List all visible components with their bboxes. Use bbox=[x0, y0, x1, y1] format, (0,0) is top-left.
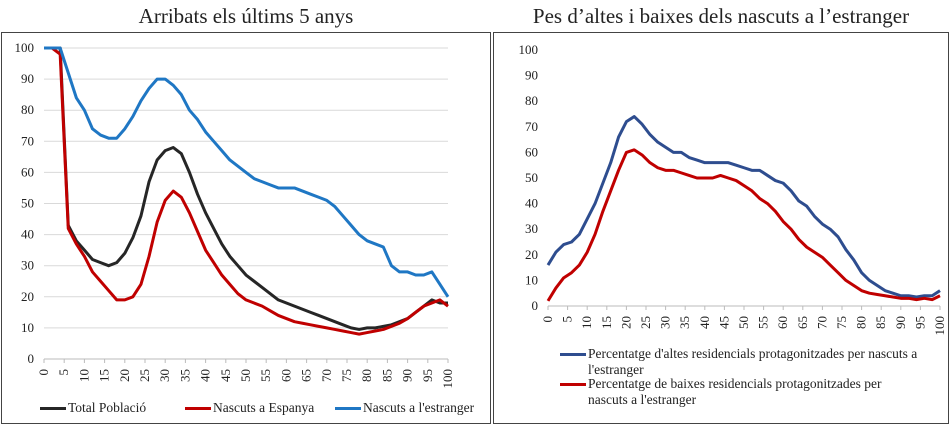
legend-label: Percentatge de baixes residencials prota… bbox=[588, 376, 882, 407]
x-tick-label: 20 bbox=[618, 316, 633, 329]
x-tick-label: 85 bbox=[873, 316, 888, 329]
x-tick-label: 95 bbox=[912, 316, 927, 329]
x-tick-label: 100 bbox=[440, 369, 455, 389]
y-tick-label: 50 bbox=[525, 170, 538, 185]
y-tick-label: 10 bbox=[21, 320, 34, 335]
x-tick-label: 85 bbox=[379, 369, 394, 382]
series-line bbox=[44, 46, 448, 331]
x-tick-label: 60 bbox=[775, 316, 790, 329]
x-tick-label: 25 bbox=[137, 369, 152, 382]
y-tick-label: 100 bbox=[15, 40, 35, 55]
x-tick-label: 40 bbox=[697, 316, 712, 329]
legend-item: Percentatge de baixes residencials prota… bbox=[560, 376, 920, 408]
x-tick-label: 70 bbox=[814, 316, 829, 329]
y-tick-label: 80 bbox=[525, 93, 538, 108]
y-tick-label: 20 bbox=[525, 247, 538, 262]
x-tick-label: 45 bbox=[218, 369, 233, 382]
y-tick-label: 30 bbox=[21, 258, 34, 273]
x-tick-label: 15 bbox=[97, 369, 112, 382]
legend-swatch bbox=[335, 407, 361, 410]
x-tick-label: 75 bbox=[834, 316, 849, 329]
x-tick-label: 0 bbox=[36, 369, 51, 376]
x-tick-label: 20 bbox=[117, 369, 132, 382]
y-tick-label: 100 bbox=[519, 42, 539, 57]
x-tick-label: 90 bbox=[400, 369, 415, 382]
y-tick-label: 60 bbox=[525, 144, 538, 159]
x-tick-label: 10 bbox=[76, 369, 91, 382]
legend-item: Nascuts a l'estranger bbox=[335, 400, 474, 416]
legend-label: Percentatge d'altes residencials protago… bbox=[588, 346, 918, 377]
legend-label: Nascuts a Espanya bbox=[213, 400, 315, 415]
y-tick-label: 80 bbox=[21, 102, 34, 117]
legend-swatch bbox=[560, 353, 586, 356]
legend-swatch bbox=[40, 407, 66, 410]
x-tick-label: 65 bbox=[795, 316, 810, 329]
x-tick-label: 80 bbox=[359, 369, 374, 382]
chart-title: Pes d’altes i baixes dels nascuts a l’es… bbox=[532, 4, 910, 28]
x-tick-label: 45 bbox=[716, 316, 731, 329]
x-tick-label: 55 bbox=[258, 369, 273, 382]
x-tick-label: 90 bbox=[893, 316, 908, 329]
y-tick-label: 90 bbox=[21, 71, 34, 86]
y-tick-label: 0 bbox=[532, 298, 539, 313]
series-line bbox=[44, 46, 450, 298]
series-line bbox=[546, 115, 941, 299]
y-tick-label: 30 bbox=[525, 221, 538, 236]
x-tick-label: 70 bbox=[319, 369, 334, 382]
legend-label: Nascuts a l'estranger bbox=[363, 400, 475, 415]
series-line bbox=[546, 148, 941, 302]
x-tick-label: 30 bbox=[658, 316, 673, 329]
legend-swatch bbox=[185, 407, 211, 410]
x-tick-label: 65 bbox=[299, 369, 314, 382]
x-tick-label: 50 bbox=[736, 316, 751, 329]
y-tick-label: 70 bbox=[21, 133, 34, 148]
x-tick-label: 5 bbox=[56, 369, 71, 376]
x-tick-label: 40 bbox=[198, 369, 213, 382]
y-tick-label: 50 bbox=[21, 196, 34, 211]
x-tick-label: 100 bbox=[932, 316, 947, 336]
series-line bbox=[44, 46, 449, 336]
x-tick-label: 5 bbox=[560, 316, 575, 323]
x-tick-label: 35 bbox=[677, 316, 692, 329]
legend-item: Nascuts a Espanya bbox=[185, 400, 314, 416]
x-tick-label: 10 bbox=[579, 316, 594, 329]
legend-label: Total Població bbox=[68, 400, 147, 415]
y-tick-label: 40 bbox=[21, 227, 34, 242]
y-tick-label: 70 bbox=[525, 119, 538, 134]
legend-swatch bbox=[560, 383, 586, 386]
y-tick-label: 10 bbox=[525, 272, 538, 287]
x-tick-label: 60 bbox=[278, 369, 293, 382]
legend-item: Total Població bbox=[40, 400, 146, 416]
x-tick-label: 95 bbox=[420, 369, 435, 382]
legend-item: Percentatge d'altes residencials protago… bbox=[560, 346, 920, 378]
chart-title: Arribats els últims 5 anys bbox=[138, 4, 354, 28]
x-tick-label: 35 bbox=[177, 369, 192, 382]
x-tick-label: 50 bbox=[238, 369, 253, 382]
y-tick-label: 90 bbox=[525, 68, 538, 83]
x-tick-label: 25 bbox=[638, 316, 653, 329]
y-tick-label: 0 bbox=[28, 351, 35, 366]
x-tick-label: 55 bbox=[756, 316, 771, 329]
x-tick-label: 80 bbox=[854, 316, 869, 329]
x-tick-label: 75 bbox=[339, 369, 354, 382]
y-tick-label: 20 bbox=[21, 289, 34, 304]
x-tick-label: 15 bbox=[599, 316, 614, 329]
y-tick-label: 60 bbox=[21, 164, 34, 179]
y-tick-label: 40 bbox=[525, 196, 538, 211]
x-tick-label: 0 bbox=[540, 316, 555, 323]
x-tick-label: 30 bbox=[157, 369, 172, 382]
